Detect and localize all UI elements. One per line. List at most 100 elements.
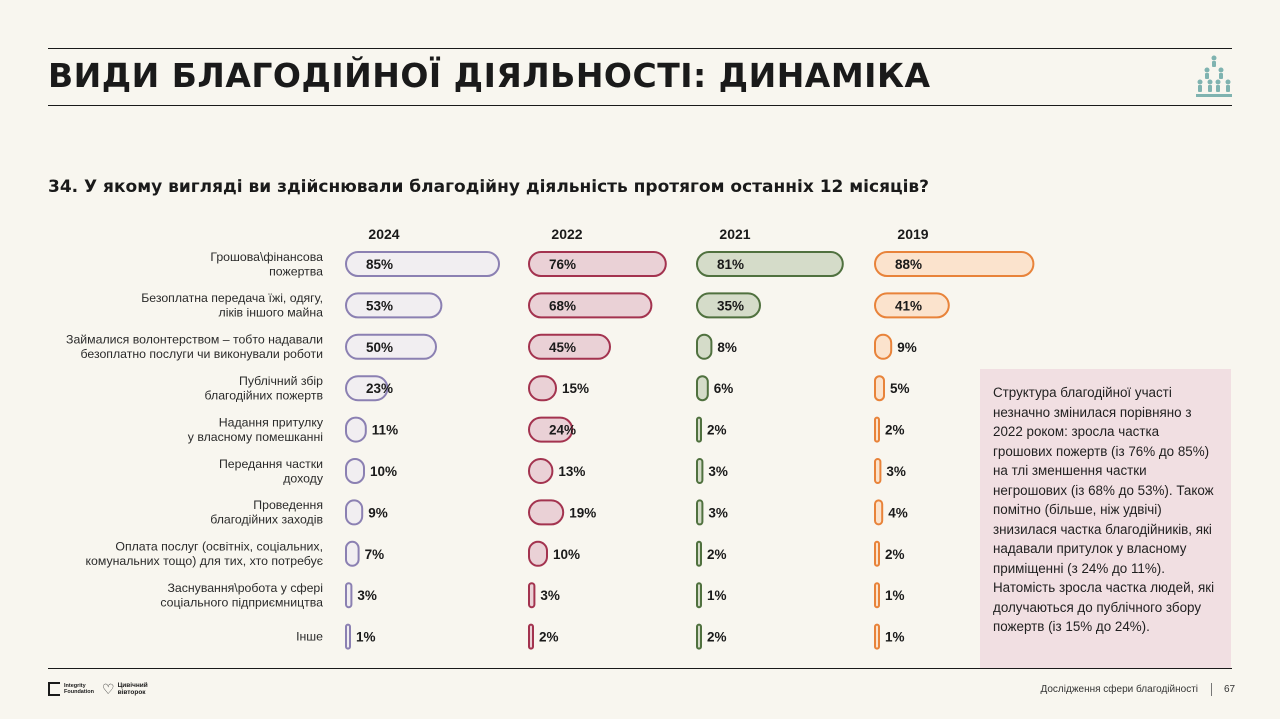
bar-2024	[345, 375, 389, 402]
year-header-2022: 2022	[551, 226, 582, 242]
data-label-2019: 9%	[897, 340, 917, 355]
bar-2022	[528, 292, 653, 319]
data-label-2024: 10%	[370, 464, 397, 479]
category-label: Безоплатна передача їжі, одягу, ліків інш…	[141, 291, 323, 320]
people-pyramid-icon	[1196, 55, 1232, 97]
bar-2024	[345, 582, 353, 609]
logo2-text: Цивічний вівторок	[117, 682, 148, 696]
bar-2019	[874, 458, 882, 484]
bar-2021	[696, 333, 713, 360]
data-label-2019: 4%	[888, 505, 908, 520]
logo1-text: Integrity Foundation	[64, 683, 94, 695]
footer-rule	[48, 668, 1232, 669]
data-label-2021: 3%	[708, 464, 728, 479]
data-label-2019: 2%	[885, 423, 905, 438]
bar-2024	[345, 416, 367, 443]
bar-2021	[696, 251, 844, 277]
data-label-2022: 3%	[540, 588, 560, 603]
bar-2019	[874, 623, 880, 650]
bar-2024	[345, 292, 443, 319]
footer-separator	[1211, 683, 1212, 696]
data-label-2021: 8%	[717, 340, 737, 355]
bar-2024	[345, 623, 351, 650]
bar-2022	[528, 582, 536, 609]
category-label: Заснування\робота у сфері соціального під…	[160, 581, 323, 610]
data-label-2024: 7%	[365, 547, 385, 562]
data-label-2021: 3%	[708, 505, 728, 520]
data-label-2021: 35%	[717, 298, 744, 313]
bar-2021	[696, 458, 704, 484]
bar-2024	[345, 499, 364, 526]
bar-2019	[874, 499, 884, 526]
bar-2019	[874, 416, 880, 443]
bar-2021	[696, 540, 702, 567]
data-label-2021: 81%	[717, 257, 744, 272]
data-label-2019: 2%	[885, 547, 905, 562]
data-label-2024: 9%	[368, 505, 388, 520]
bar-2021	[696, 582, 702, 609]
data-label-2022: 15%	[562, 381, 589, 396]
data-label-2019: 1%	[885, 588, 905, 603]
page-title: ВИДИ БЛАГОДІЙНОЇ ДІЯЛЬНОСТІ: ДИНАМІКА	[48, 56, 931, 95]
bar-2021	[696, 499, 704, 526]
bar-2024	[345, 458, 365, 484]
data-label-2024: 23%	[366, 381, 393, 396]
logo-mark	[48, 682, 60, 696]
data-label-2022: 24%	[549, 423, 576, 438]
summary-note: Структура благодійної участі незначно зм…	[980, 369, 1231, 669]
data-label-2019: 88%	[895, 257, 922, 272]
integrity-logo: Integrity Foundation	[48, 682, 108, 696]
category-label: Грошова\фінансова пожертва	[210, 250, 323, 279]
bar-2022	[528, 333, 611, 360]
bar-2022	[528, 623, 534, 650]
footer-text: Дослідження сфери благодійності	[1040, 684, 1198, 695]
question-text: 34. У якому вигляді ви здійснювали благо…	[48, 177, 930, 197]
data-label-2021: 2%	[707, 547, 727, 562]
bar-2021	[696, 416, 702, 443]
data-label-2022: 45%	[549, 340, 576, 355]
category-label: Оплата послуг (освітніх, соціальних, кому…	[86, 540, 323, 569]
data-label-2019: 1%	[885, 630, 905, 645]
bar-2019	[874, 375, 885, 402]
data-label-2024: 50%	[366, 340, 393, 355]
data-label-2024: 53%	[366, 298, 393, 313]
data-label-2021: 6%	[714, 381, 734, 396]
data-label-2019: 5%	[890, 381, 910, 396]
data-label-2024: 11%	[372, 423, 398, 438]
bar-2021	[696, 375, 709, 402]
year-header-2019: 2019	[897, 226, 928, 242]
data-label-2024: 85%	[366, 257, 393, 272]
header-rule	[48, 105, 1232, 106]
civic-tuesday-logo: ♡ Цивічний вівторок	[102, 682, 166, 696]
category-label: Проведення благодійних заходів	[210, 498, 323, 527]
data-label-2024: 3%	[357, 588, 377, 603]
page-number: 67	[1224, 684, 1236, 695]
category-label: Займалися волонтерством – тобто надавали…	[66, 333, 323, 362]
data-label-2022: 13%	[558, 464, 585, 479]
data-label-2022: 76%	[549, 257, 576, 272]
bar-2022	[528, 458, 554, 484]
bar-2022	[528, 251, 667, 277]
data-label-2021: 1%	[707, 588, 727, 603]
data-label-2019: 3%	[886, 464, 906, 479]
bar-2022	[528, 540, 548, 567]
bar-2019	[874, 292, 950, 319]
bar-2024	[345, 540, 360, 567]
data-label-2024: 1%	[356, 630, 376, 645]
category-label: Передання частки доходу	[219, 457, 324, 486]
bar-2024	[345, 333, 437, 360]
year-header-2024: 2024	[368, 226, 399, 242]
data-label-2022: 10%	[553, 547, 580, 562]
bar-2021	[696, 292, 761, 319]
bar-2019	[874, 333, 893, 360]
category-label: Публічний збір благодійних пожертв	[205, 374, 324, 403]
bar-2019	[874, 582, 880, 609]
data-label-2021: 2%	[707, 423, 727, 438]
bar-2022	[528, 375, 557, 402]
bar-2022	[528, 416, 574, 443]
bar-2024	[345, 251, 500, 277]
top-rule	[48, 48, 1232, 49]
data-label-2022: 2%	[539, 630, 559, 645]
bar-2022	[528, 499, 565, 526]
